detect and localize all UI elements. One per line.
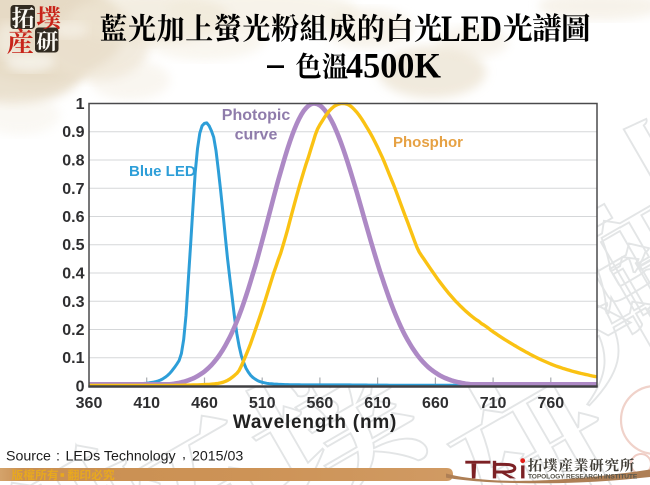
svg-text:2015/03: 2015/03 (192, 449, 243, 465)
svg-text:0.5: 0.5 (62, 237, 84, 254)
svg-text::: : (56, 449, 60, 465)
svg-text:Wavelength (nm): Wavelength (nm) (233, 412, 397, 433)
svg-text:0.2: 0.2 (62, 322, 84, 339)
svg-text:710: 710 (480, 395, 507, 412)
svg-text:Source: Source (6, 449, 51, 465)
svg-text:460: 460 (191, 395, 218, 412)
svg-text:,: , (182, 447, 186, 463)
svg-text:LEDs Technology: LEDs Technology (66, 449, 177, 465)
svg-text:0.8: 0.8 (62, 153, 84, 170)
svg-text:0.1: 0.1 (62, 350, 84, 367)
svg-text:560: 560 (307, 395, 334, 412)
svg-text:0.9: 0.9 (62, 124, 84, 141)
svg-text:0.7: 0.7 (62, 181, 84, 198)
svg-text:0.6: 0.6 (62, 209, 84, 226)
svg-text:0.3: 0.3 (62, 294, 84, 311)
svg-text:Blue LED: Blue LED (129, 163, 196, 180)
svg-text:1: 1 (76, 96, 85, 113)
svg-text:curve: curve (235, 127, 278, 144)
svg-text:TOPOLOGY RESEARCH INSTITUTE: TOPOLOGY RESEARCH INSTITUTE (528, 474, 638, 481)
svg-text:0: 0 (76, 379, 85, 396)
svg-text:4500K: 4500K (346, 46, 442, 86)
svg-text:510: 510 (249, 395, 276, 412)
svg-text:Photopic: Photopic (222, 107, 291, 124)
svg-text:410: 410 (133, 395, 160, 412)
svg-text:Phosphor: Phosphor (393, 134, 463, 151)
svg-text:360: 360 (76, 395, 103, 412)
svg-text:LED: LED (441, 9, 502, 50)
svg-text:0.4: 0.4 (62, 266, 84, 283)
svg-text:610: 610 (364, 395, 391, 412)
svg-text:760: 760 (537, 395, 564, 412)
svg-text:660: 660 (422, 395, 449, 412)
